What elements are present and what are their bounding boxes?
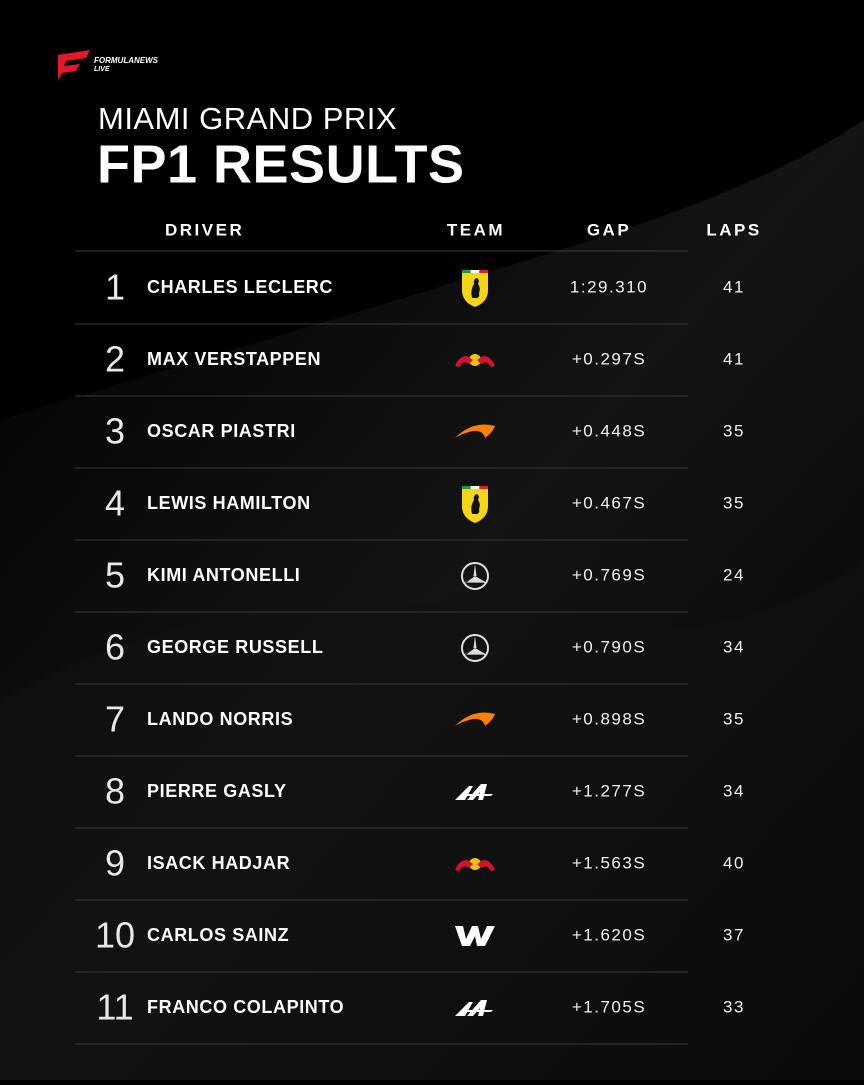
- laps: 35: [723, 709, 745, 728]
- driver-name: GEORGE RUSSELL: [147, 637, 323, 657]
- column-header: TEAM: [447, 220, 505, 239]
- gap: +0.769S: [572, 565, 646, 584]
- laps: 37: [723, 925, 745, 944]
- laps: 35: [723, 421, 745, 440]
- position: 9: [105, 843, 125, 884]
- position: 10: [95, 915, 135, 956]
- driver-name: LANDO NORRIS: [147, 709, 293, 729]
- position: 6: [105, 627, 125, 668]
- results-table: 1 CHARLES LECLERC 1:29.310 41 2 MAX VERSTAPPE…: [75, 250, 745, 1045]
- driver-name: ISACK HADJAR: [147, 853, 290, 873]
- driver-name: OSCAR PIASTRI: [147, 421, 296, 441]
- laps: 34: [723, 781, 745, 800]
- gap: +1.620S: [572, 925, 646, 944]
- laps: 34: [723, 637, 745, 656]
- column-header: DRIVER: [165, 220, 244, 239]
- position: 3: [105, 411, 125, 452]
- position: 11: [96, 987, 133, 1028]
- brand-name: FORMULANEWS: [94, 56, 159, 65]
- driver-name: PIERRE GASLY: [147, 781, 287, 801]
- column-header: GAP: [587, 220, 631, 239]
- subtitle: MIAMI GRAND PRIX: [98, 101, 397, 136]
- column-header: LAPS: [706, 220, 761, 239]
- position: 7: [105, 699, 125, 740]
- laps: 24: [723, 565, 745, 584]
- position: 5: [105, 555, 125, 596]
- driver-name: CHARLES LECLERC: [147, 277, 333, 297]
- driver-name: CARLOS SAINZ: [147, 925, 289, 945]
- gap: 1:29.310: [570, 277, 648, 296]
- gap: +0.898S: [572, 709, 646, 728]
- driver-name: KIMI ANTONELLI: [147, 565, 300, 585]
- title: FP1 RESULTS: [97, 134, 465, 194]
- position: 1: [105, 267, 125, 308]
- laps: 41: [723, 349, 745, 368]
- gap: +0.790S: [572, 637, 646, 656]
- brand-logo: [58, 50, 90, 80]
- position: 2: [105, 339, 125, 380]
- laps: 41: [723, 277, 745, 296]
- silk-texture: [0, 560, 864, 1080]
- driver-name: FRANCO COLAPINTO: [147, 997, 344, 1017]
- laps: 40: [723, 853, 745, 872]
- driver-name: LEWIS HAMILTON: [147, 493, 311, 513]
- laps: 35: [723, 493, 745, 512]
- gap: +1.705S: [572, 997, 646, 1016]
- gap: +0.448S: [572, 421, 646, 440]
- position: 4: [105, 483, 125, 524]
- gap: +0.297S: [572, 349, 646, 368]
- gap: +1.277S: [572, 781, 646, 800]
- gap: +1.563S: [572, 853, 646, 872]
- driver-name: MAX VERSTAPPEN: [147, 349, 321, 369]
- position: 8: [105, 771, 125, 812]
- laps: 33: [723, 997, 745, 1016]
- brand-name: LIVE: [94, 66, 110, 73]
- gap: +0.467S: [572, 493, 646, 512]
